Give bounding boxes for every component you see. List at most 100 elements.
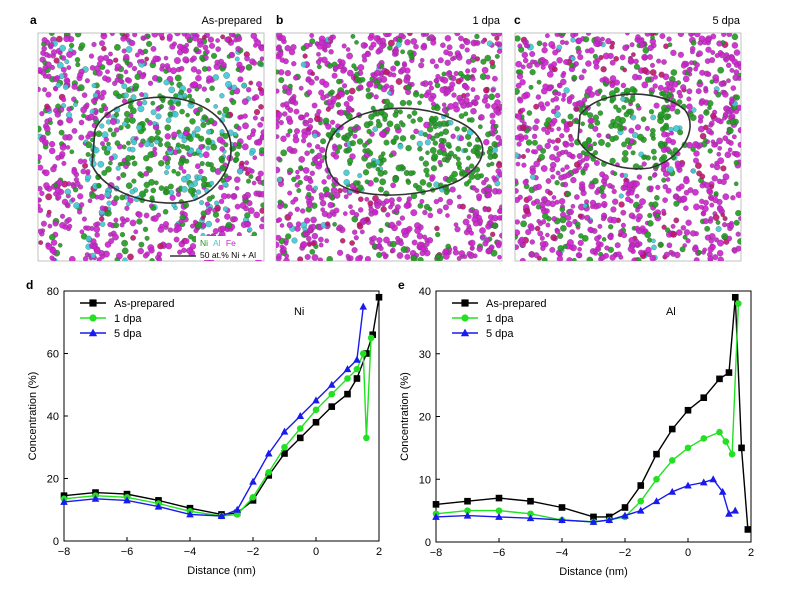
atom <box>585 33 592 36</box>
atom <box>686 88 693 95</box>
atom <box>287 211 293 217</box>
atom <box>85 225 91 231</box>
atom <box>349 87 356 95</box>
atom <box>100 89 107 96</box>
atom <box>669 105 676 112</box>
legend-ni: Ni <box>200 238 208 248</box>
panel-e-letter: e <box>398 278 405 292</box>
atom <box>560 78 567 86</box>
atom <box>419 179 427 186</box>
atom <box>205 97 211 103</box>
atom <box>311 240 317 246</box>
x-tick-label: 2 <box>376 546 382 558</box>
atom <box>348 130 354 136</box>
atom <box>446 198 453 206</box>
atom <box>490 231 496 238</box>
atom <box>199 200 205 206</box>
atom <box>77 193 84 200</box>
atom <box>447 103 454 110</box>
atom <box>376 237 383 244</box>
atom <box>194 126 201 133</box>
atom <box>430 135 436 142</box>
x-tick-label: −6 <box>121 546 134 558</box>
atom <box>713 89 719 95</box>
atom <box>490 131 496 137</box>
atom <box>145 166 150 171</box>
atom <box>690 114 697 121</box>
atom <box>181 137 188 143</box>
atom <box>319 146 326 154</box>
atom <box>711 175 718 182</box>
atom <box>651 155 657 161</box>
atom <box>375 48 382 55</box>
atom <box>571 168 578 174</box>
atom <box>462 218 470 226</box>
data-point <box>281 443 288 451</box>
atom <box>357 173 363 179</box>
atom <box>529 69 536 76</box>
atom <box>600 66 607 73</box>
atom <box>76 209 83 215</box>
atom <box>222 106 230 114</box>
atom <box>245 171 250 176</box>
atom <box>60 55 67 61</box>
atom <box>283 101 290 107</box>
atom <box>522 179 529 186</box>
atom <box>59 151 66 158</box>
atom <box>375 166 381 172</box>
atom <box>690 39 697 46</box>
atom <box>575 252 582 259</box>
atom <box>327 201 334 209</box>
atom <box>696 249 702 256</box>
atom <box>336 144 343 150</box>
atom <box>489 59 496 66</box>
atom <box>677 51 684 58</box>
atom <box>586 256 594 261</box>
atom <box>467 102 473 108</box>
atom <box>159 223 164 229</box>
atom <box>399 215 406 221</box>
atom <box>387 45 393 51</box>
atom <box>540 64 546 70</box>
panel-a-letter: a <box>30 13 37 27</box>
atom <box>195 189 202 195</box>
atom <box>488 219 494 225</box>
atom <box>122 257 128 261</box>
atom <box>435 232 441 238</box>
atom <box>144 56 150 62</box>
atom <box>674 194 680 200</box>
atom <box>164 141 171 148</box>
atom <box>515 113 523 120</box>
atom <box>214 200 220 206</box>
atom <box>367 200 374 207</box>
atom <box>290 44 297 51</box>
atom <box>293 74 299 81</box>
atom <box>716 151 722 157</box>
atom <box>51 257 57 261</box>
atom <box>569 245 574 250</box>
data-point <box>621 511 629 519</box>
atom <box>66 106 72 112</box>
atom <box>621 155 629 163</box>
atom <box>432 140 438 146</box>
atom <box>304 217 311 224</box>
atom <box>448 150 455 157</box>
atom <box>316 64 322 70</box>
atom <box>189 118 196 125</box>
atom <box>364 255 371 261</box>
atom <box>708 238 714 244</box>
atom <box>732 248 738 254</box>
atom <box>687 187 694 193</box>
atom <box>717 66 725 74</box>
data-point <box>432 512 440 520</box>
atom <box>392 112 399 118</box>
atom <box>702 247 707 253</box>
atom <box>403 202 411 209</box>
atom <box>564 164 570 170</box>
atom <box>382 170 388 175</box>
atom <box>282 84 289 91</box>
atom <box>717 256 724 261</box>
atom <box>125 37 131 43</box>
atom <box>678 183 685 190</box>
atom <box>252 155 258 160</box>
